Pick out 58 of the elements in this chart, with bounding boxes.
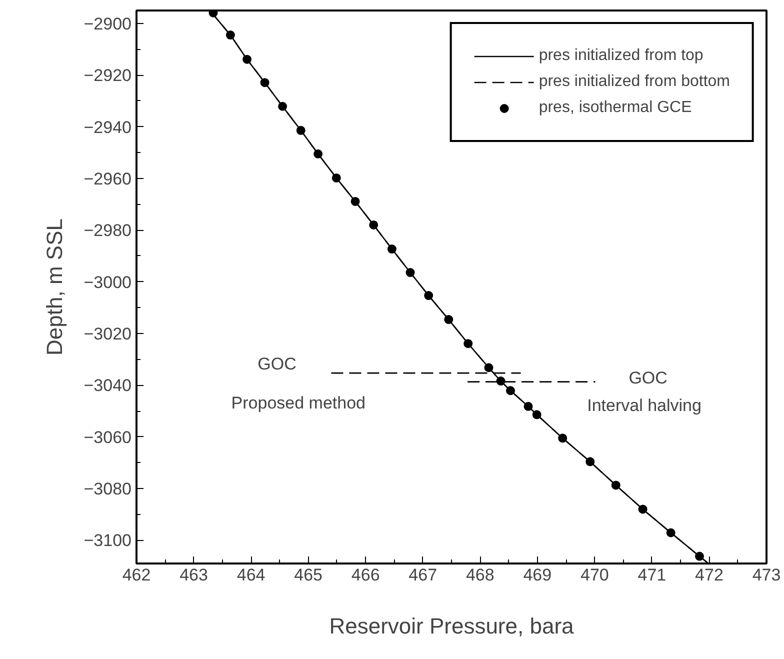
point [506,386,515,396]
point [444,315,454,324]
y-tick-label: −3020 [84,324,132,344]
point [558,434,568,443]
x-tick-label: 462 [122,566,151,584]
x-tick-label: 469 [523,566,552,584]
y-tick-label: −3040 [84,376,132,396]
y-tick-label: −3000 [84,272,132,292]
point [350,196,360,206]
point [387,244,396,254]
x-tick-label: 468 [466,566,494,584]
point [638,504,648,514]
point [666,528,676,538]
point [406,268,415,278]
x-tick-label: 467 [408,566,438,584]
x-tick-label: 463 [180,566,208,584]
annotation: Interval halving [587,396,702,415]
point [208,10,218,18]
annotation: GOC [628,368,668,388]
point [586,457,595,466]
point [278,102,288,111]
point [484,363,494,372]
point [296,126,306,135]
x-axis-title: Reservoir Pressure, bara [329,614,575,638]
y-tick-label: −3100 [84,531,132,550]
y-tick-label: −2920 [84,66,132,86]
point [369,220,378,230]
x-tick-label: 464 [236,566,266,584]
x-tick-label: 473 [752,566,781,584]
point [496,376,506,386]
y-axis-title: Depth, m SSL [42,218,67,356]
legend-label: pres initialized from bottom [538,73,730,91]
point [611,480,620,490]
point [694,552,704,561]
point [314,149,323,158]
y-tick-label: −2900 [84,14,132,34]
point [524,402,533,411]
x-tick-label: 471 [638,566,666,584]
x-tick-label: 465 [294,566,323,584]
y-tick-label: −3060 [84,428,132,447]
point [226,30,235,40]
point [332,173,341,182]
legend-label: pres initialized from top [538,47,704,65]
point [260,78,270,88]
x-tick-label: 466 [351,566,380,584]
legend-label: pres, isothermal GCE [538,99,692,117]
y-tick-label: −2960 [84,169,132,188]
annotation: GOC [258,354,296,374]
x-tick-label: 470 [580,566,609,584]
y-tick-label: −2940 [84,118,132,137]
point [464,339,473,348]
annotation: Proposed method [231,394,366,413]
point [532,410,542,420]
y-tick-label: −3080 [84,480,132,499]
point [242,54,252,64]
y-tick-label: −2980 [84,221,132,240]
point [424,291,434,300]
x-tick-label: 472 [695,566,724,584]
